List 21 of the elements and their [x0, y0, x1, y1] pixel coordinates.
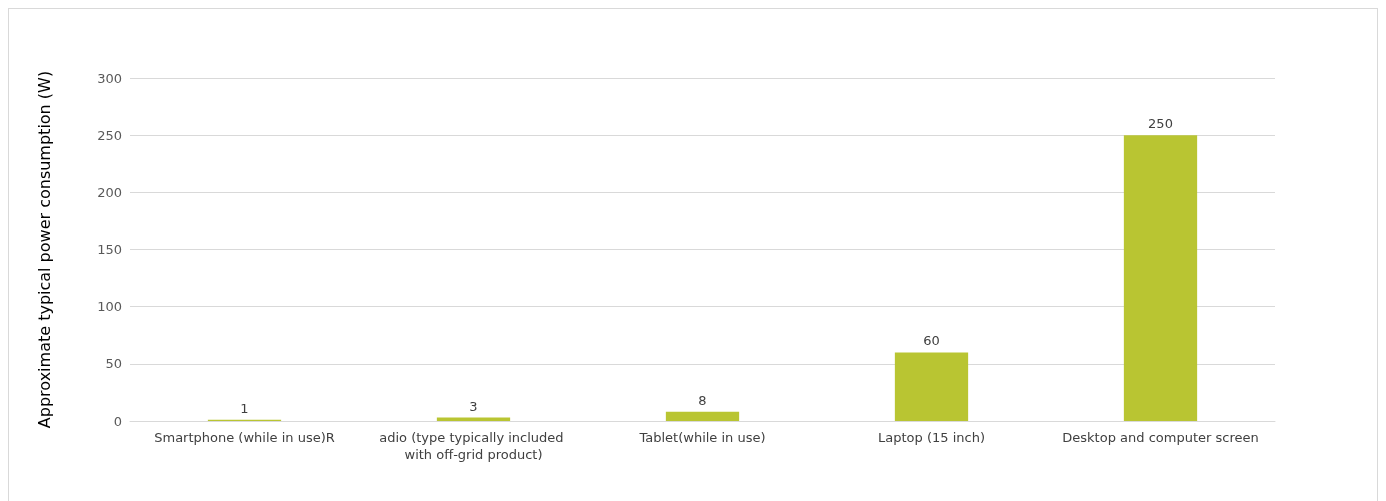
x-tick-label: Laptop (15 inch) [878, 430, 985, 445]
y-tick-label: 200 [97, 184, 122, 200]
y-axis-title: Approximate typical power consumption (W) [34, 70, 54, 429]
data-label: 250 [1148, 116, 1173, 132]
y-tick-label: 50 [105, 356, 122, 372]
y-tick-label: 150 [97, 242, 122, 257]
x-tick-label: adio (type typically included with off-grid product) [379, 430, 568, 462]
y-tick-label: 250 [97, 127, 122, 143]
x-tick-label: Smartphone (while in use)R [154, 430, 335, 445]
bar [665, 411, 740, 421]
x-tick-label: Desktop and computer screen [1062, 430, 1259, 445]
data-label: 1 [240, 400, 249, 416]
y-tick-label: 0 [113, 413, 122, 429]
y-tick-label: 100 [97, 299, 122, 315]
x-tick-label: Tablet(while in use) [638, 430, 766, 445]
data-label: 3 [469, 398, 478, 414]
y-tick-label: 300 [97, 70, 122, 86]
data-label: 60 [923, 333, 940, 349]
data-label: 8 [698, 392, 707, 408]
bar [1123, 135, 1198, 421]
bar [894, 352, 969, 421]
